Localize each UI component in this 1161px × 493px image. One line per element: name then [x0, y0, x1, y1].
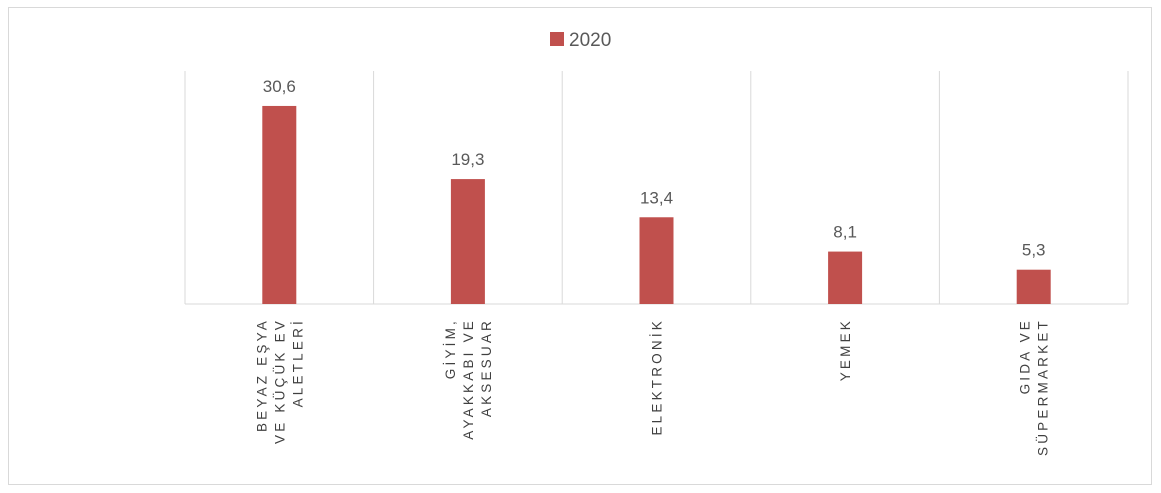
bar	[639, 217, 674, 304]
bar	[828, 251, 863, 304]
bar	[262, 105, 297, 304]
data-label: 19,3	[451, 150, 484, 169]
category-tick-label: ALETLERİ	[290, 318, 305, 407]
category-tick-label: VE KÜÇÜK EV	[272, 318, 287, 444]
category-tick-label: SÜPERMARKET	[1036, 318, 1051, 456]
bar	[450, 179, 485, 304]
category-tick-label: ELEKTRONİK	[650, 318, 665, 436]
category-tick-label: AKSESUAR	[479, 318, 494, 417]
legend: 2020	[550, 30, 611, 51]
category-tick-label: GIDA VE	[1018, 318, 1033, 394]
data-label: 8,1	[833, 223, 857, 242]
legend-label-2020: 2020	[569, 30, 611, 51]
category-tick-label: BEYAZ EŞYA	[254, 318, 269, 432]
category-tick-label: YEMEK	[838, 318, 853, 381]
data-label: 13,4	[640, 188, 673, 207]
legend-swatch	[550, 32, 564, 46]
chart-frame	[8, 7, 1152, 485]
category-label-layer: BEYAZ EŞYA VE KÜÇÜK EV ALETLERİ GİYİM, AYAKK…	[254, 318, 1050, 456]
bar-layer	[262, 105, 1051, 304]
data-label: 5,3	[1022, 241, 1046, 260]
category-tick-label: AYAKKABI VE	[461, 318, 476, 440]
category-tick-label: GİYİM,	[443, 318, 458, 379]
data-label: 30,6	[263, 77, 296, 96]
data-label-layer: 30,6 19,3 13,4 8,1 5,3	[263, 77, 1046, 260]
bar	[1016, 269, 1051, 304]
